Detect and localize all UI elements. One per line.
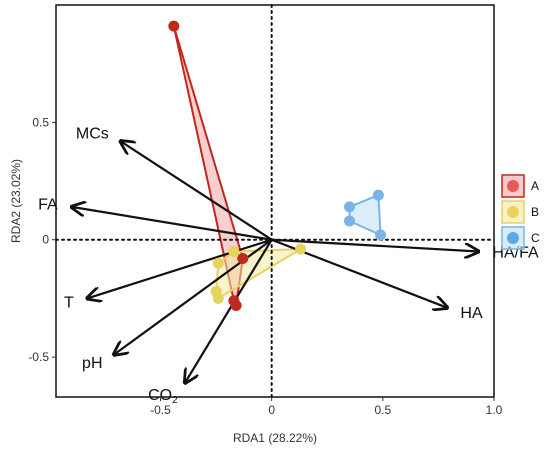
legend-label-c: C [531,231,540,245]
legend-dot-b [507,206,519,218]
data-point-b [212,257,224,269]
vector-label: CO2 [148,387,178,406]
vector-arrow [271,238,479,252]
legend-dot-a [507,180,519,192]
data-point-c [375,229,387,241]
data-point-b [212,292,224,304]
data-point-c [344,215,355,227]
vector-arrow [87,238,272,299]
data-point-a [230,300,242,311]
x-tick-label: 1.0 [486,403,503,417]
data-point-b [295,243,307,255]
plot-frame [55,4,495,398]
legend-label-a: A [531,179,539,193]
data-point-c [372,189,384,201]
vector-label: FA [38,197,58,214]
data-point-c [344,201,355,213]
x-tick-label: -0.5 [150,403,171,417]
y-tick-label: 0 [42,233,49,247]
group-hulls [172,25,382,307]
x-axis-title: RDA1 (28.22%) [233,431,317,445]
legend-dot-c [507,232,519,244]
vector-arrow [120,141,273,241]
legend: ABC [501,174,540,250]
sample-points [168,20,387,311]
legend-label-b: B [531,205,539,219]
axis-ticks: -0.5 0 0.5 1.0 0.5 0 -0.5 [28,115,502,417]
x-tick-label: 0 [268,403,275,417]
x-tick-label: 0.5 [374,403,391,417]
data-point-b [228,246,240,257]
y-axis-title: RDA2 (23.02%) [9,159,23,243]
vector-arrow [72,207,272,241]
y-tick-label: 0.5 [32,115,49,129]
y-tick-label: -0.5 [28,350,49,364]
vector-label: pH [82,355,102,372]
data-point-a [237,253,249,264]
vector-label: T [64,295,74,312]
data-point-a [168,20,180,32]
vector-label: MCs [76,126,109,143]
vector-arrow [185,239,273,383]
vector-label: HA [460,305,483,322]
